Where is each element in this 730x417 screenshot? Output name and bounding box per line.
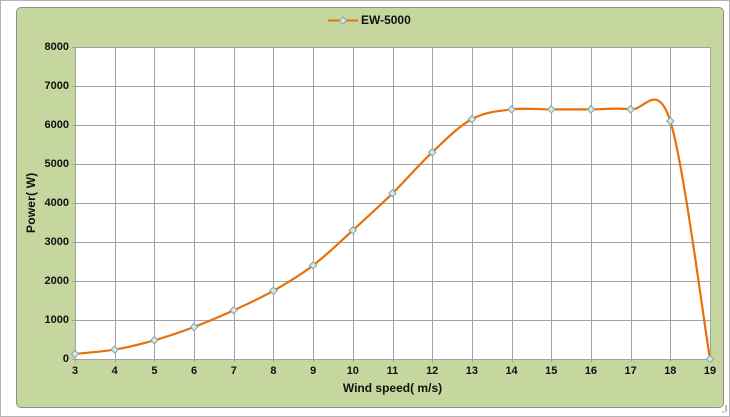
x-tick-label: 13	[465, 365, 478, 377]
x-tick-label: 14	[505, 365, 518, 377]
legend-line-marker-icon	[328, 15, 358, 25]
x-tick-label: 7	[230, 365, 237, 377]
data-point-marker	[229, 305, 239, 315]
x-tick-label: 6	[191, 365, 198, 377]
x-tick-label: 17	[624, 365, 637, 377]
data-point-marker	[110, 345, 120, 355]
y-tick-label: 0	[62, 353, 69, 365]
y-tick-label: 2000	[44, 275, 69, 287]
y-tick-label: 4000	[44, 197, 69, 209]
data-point-marker	[546, 105, 556, 114]
y-tick-label: 7000	[44, 80, 69, 92]
data-point-marker	[626, 105, 636, 114]
y-tick-label: 6000	[44, 119, 69, 131]
y-tick-label: 1000	[44, 314, 69, 326]
legend-series-label: EW-5000	[361, 13, 411, 27]
legend[interactable]: EW-5000	[327, 12, 411, 28]
y-tick-label: 5000	[44, 158, 69, 170]
data-point-marker	[665, 116, 675, 126]
data-point-marker	[308, 261, 318, 270]
x-tick-label: 3	[71, 365, 79, 377]
x-tick-label: 4	[111, 365, 118, 377]
data-point-marker	[427, 147, 437, 157]
data-point-marker	[467, 114, 477, 124]
data-point-marker	[70, 349, 80, 359]
data-point-marker	[586, 105, 596, 114]
power-curve-chart[interactable]: EW-5000 Power( W) 0 1000 2000 3000 4000 5000 6…	[16, 7, 724, 408]
x-tick-label: 11	[386, 365, 399, 377]
y-tick-label: 8000	[44, 41, 69, 53]
data-point-marker	[189, 322, 199, 332]
x-tick-label: 5	[151, 365, 158, 377]
x-tick-label: 12	[426, 365, 439, 377]
cursor-artifact	[722, 405, 727, 413]
data-point-marker	[149, 335, 159, 345]
data-point-marker	[388, 188, 397, 198]
x-tick-label: 18	[664, 365, 677, 377]
data-point-marker	[269, 286, 278, 296]
data-point-marker	[348, 225, 358, 235]
x-tick-label: 19	[703, 365, 717, 377]
x-tick-label: 10	[346, 365, 359, 377]
x-axis-title: Wind speed( m/s)	[342, 381, 443, 395]
x-tick-label: 16	[584, 365, 598, 377]
y-tick-label: 3000	[44, 236, 69, 248]
data-point-marker	[507, 105, 516, 114]
x-tick-label: 9	[310, 365, 317, 377]
data-point-marker	[705, 354, 715, 364]
x-tick-label: 15	[545, 365, 558, 377]
plot-area	[70, 47, 715, 364]
x-tick-label: 8	[270, 365, 277, 377]
